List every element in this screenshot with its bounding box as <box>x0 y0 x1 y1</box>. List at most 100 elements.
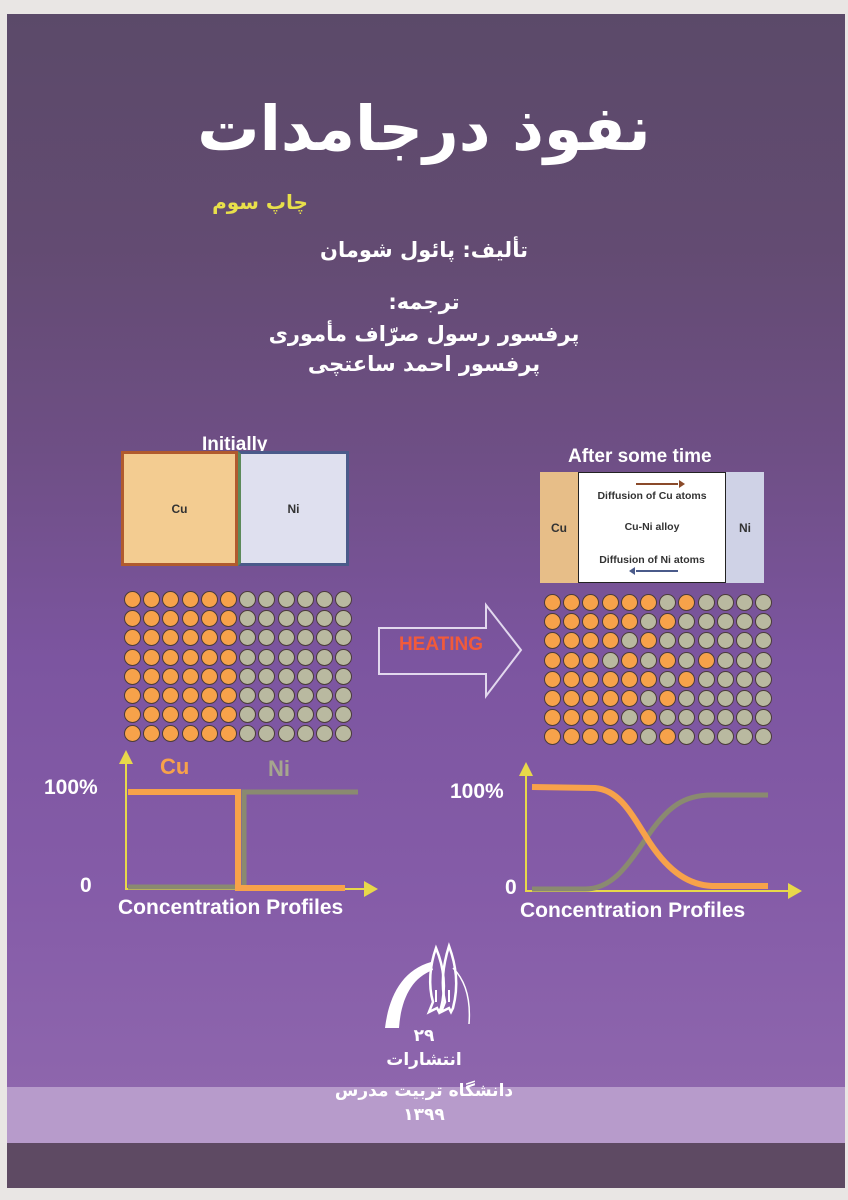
ni-atom <box>296 667 314 685</box>
ni-atom <box>239 610 257 628</box>
ni-atom <box>735 689 753 707</box>
cu-atom <box>162 706 180 724</box>
alloy-label: Cu-Ni alloy <box>624 521 680 533</box>
bottom-band <box>7 1143 845 1188</box>
ni-atom <box>277 706 295 724</box>
ni-atom <box>296 648 314 666</box>
left-y-max-label: 100% <box>44 776 98 799</box>
cu-atom <box>544 651 561 669</box>
legend-ni: Ni <box>268 756 290 781</box>
ni-atom <box>258 706 276 724</box>
cu-atom <box>582 670 600 688</box>
cu-atom <box>200 667 218 685</box>
cu-atom <box>659 728 677 746</box>
ni-atom <box>697 709 715 727</box>
cu-atom <box>143 686 161 704</box>
initial-cu-block: Cu <box>121 451 238 566</box>
ni-atom <box>735 632 753 650</box>
ni-atom <box>315 725 333 743</box>
after-heading: After some time <box>568 446 712 467</box>
ni-atom <box>735 594 753 611</box>
cu-atom <box>563 594 581 611</box>
cu-atom <box>124 686 141 704</box>
cu-atom <box>544 689 561 707</box>
ni-atom <box>755 670 773 688</box>
cu-atom <box>563 709 581 727</box>
cu-atom <box>162 629 180 647</box>
cu-atom <box>620 670 638 688</box>
cu-atom <box>219 591 237 608</box>
initially-heading: Initially <box>202 434 268 455</box>
ni-atom <box>239 725 257 743</box>
after-cu-label: Cu <box>551 520 567 535</box>
series-number: ۲۹ <box>413 1026 435 1046</box>
ni-atom <box>277 648 295 666</box>
right-y-max-label: 100% <box>450 780 504 803</box>
ni-atom <box>335 610 353 628</box>
ni-atom <box>335 686 353 704</box>
cu-atom <box>219 667 237 685</box>
ni-atom <box>239 629 257 647</box>
ni-atom <box>277 610 295 628</box>
ni-atom <box>678 689 696 707</box>
ni-atom <box>755 632 773 650</box>
after-atom-grid <box>544 594 774 748</box>
ni-atom <box>659 594 677 611</box>
ni-atom <box>296 629 314 647</box>
cu-atom <box>143 629 161 647</box>
cu-atom <box>659 651 677 669</box>
ni-atom <box>755 594 773 611</box>
ni-atom <box>335 648 353 666</box>
cu-atom <box>219 706 237 724</box>
ni-atom <box>659 709 677 727</box>
heating-arrow: HEATING <box>376 600 524 702</box>
cu-atom <box>639 632 657 650</box>
cu-atom <box>200 629 218 647</box>
ni-atom <box>639 689 657 707</box>
cu-atom <box>181 725 199 743</box>
left-y-min-label: 0 <box>80 874 92 897</box>
ni-atom <box>239 686 257 704</box>
cu-atom <box>124 591 141 608</box>
after-ni-label: Ni <box>739 520 751 535</box>
cu-atom <box>124 629 141 647</box>
ni-atom <box>716 632 734 650</box>
ni-atom <box>258 725 276 743</box>
ni-atom <box>335 667 353 685</box>
ni-atom <box>620 632 638 650</box>
cu-atom <box>582 728 600 746</box>
cu-atom <box>200 686 218 704</box>
cu-atom <box>697 651 715 669</box>
cu-diffusion-label: Diffusion of Cu atoms <box>597 490 707 502</box>
cu-atom <box>544 613 561 631</box>
ni-atom <box>601 651 619 669</box>
ni-atom <box>239 667 257 685</box>
ni-atom <box>239 648 257 666</box>
ni-atom <box>620 709 638 727</box>
ni-atom <box>755 613 773 631</box>
ni-atom <box>258 629 276 647</box>
cu-atom <box>582 613 600 631</box>
cu-atom <box>620 728 638 746</box>
cu-atom <box>219 686 237 704</box>
cu-atom <box>678 670 696 688</box>
cu-atom <box>544 709 561 727</box>
ni-atom <box>697 689 715 707</box>
cu-atom <box>200 725 218 743</box>
cu-atom <box>582 632 600 650</box>
initial-ni-block: Ni <box>238 451 349 566</box>
translator-2: پرفسور احمد ساعتچی <box>307 352 541 376</box>
cu-atom <box>219 629 237 647</box>
cu-atom <box>143 706 161 724</box>
publisher-band <box>7 1087 845 1143</box>
ni-atom <box>716 670 734 688</box>
cu-atom <box>620 689 638 707</box>
ni-atom <box>697 632 715 650</box>
ni-atom <box>296 591 314 608</box>
ni-atom <box>315 629 333 647</box>
publisher-university: دانشگاه تربیت مدرس <box>334 1081 514 1101</box>
cu-atom <box>124 725 141 743</box>
cu-atom <box>544 632 561 650</box>
cu-diffusion-arrow-icon <box>636 480 685 488</box>
cu-atom <box>143 667 161 685</box>
